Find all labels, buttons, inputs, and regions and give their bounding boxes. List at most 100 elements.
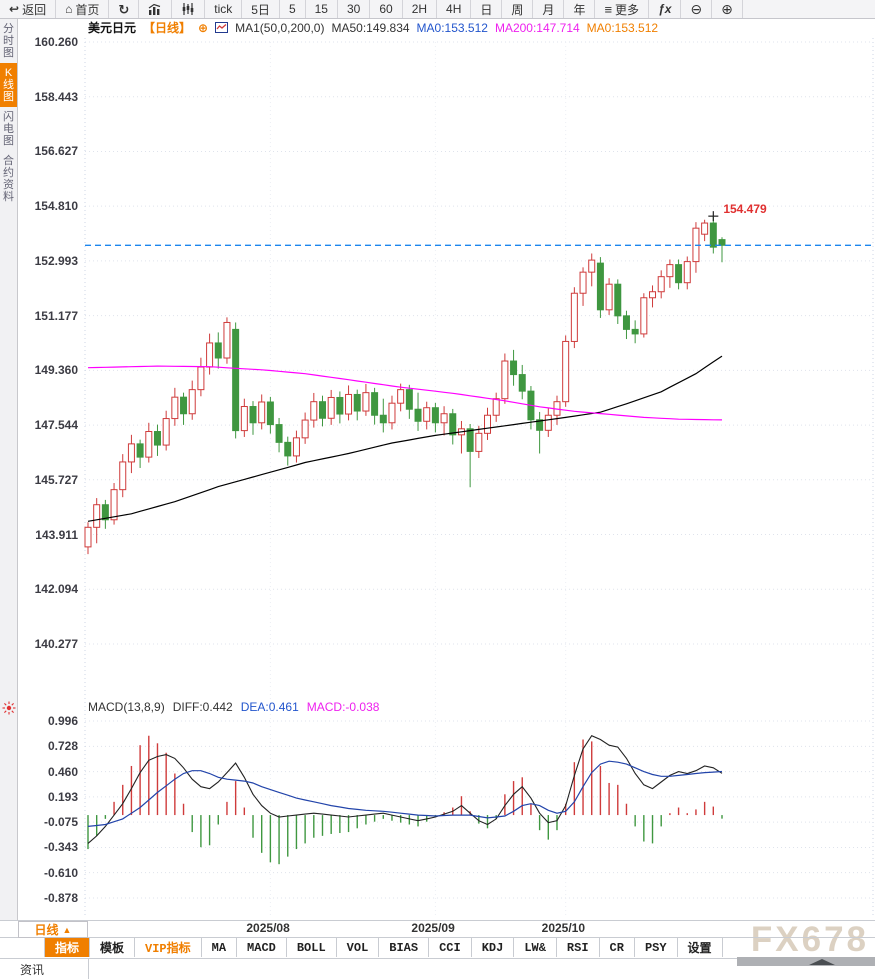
interval-year-button[interactable]: 年: [564, 0, 596, 18]
interval-5m-button[interactable]: 5: [280, 0, 306, 18]
divider-line: [0, 937, 875, 938]
home-button-label: 首页: [75, 2, 100, 17]
indicator-tab-指标[interactable]: 指标: [44, 938, 91, 957]
ma0-value-orange: MA0:153.512: [586, 20, 659, 35]
macd-axis-tick: -0.878: [43, 890, 78, 905]
interval-60m-button[interactable]: 60: [370, 0, 403, 18]
home-button[interactable]: ⌂ 首页: [56, 0, 110, 18]
indicator-tab-RSI[interactable]: RSI: [557, 938, 600, 957]
tab-news[interactable]: 资讯: [20, 963, 45, 977]
indicator-fx-button[interactable]: ƒx: [649, 0, 682, 18]
candle-body: [232, 328, 240, 432]
indicator-tab-KDJ[interactable]: KDJ: [472, 938, 515, 957]
candle-body: [631, 328, 639, 335]
interval-5m-button-label: 5: [288, 2, 296, 16]
price-axis-tick: 154.810: [34, 199, 78, 214]
candle-body: [379, 414, 387, 424]
chart-type-candles-button[interactable]: [172, 0, 206, 18]
sidebar-tab-0[interactable]: 分时图: [3, 23, 14, 59]
interval-5d-button[interactable]: 5日: [242, 0, 280, 18]
macd-axis-tick: -0.610: [43, 865, 78, 880]
candle-body: [188, 389, 196, 415]
candle-body: [318, 401, 326, 419]
indicator-tab-LW&[interactable]: LW&: [514, 938, 557, 957]
candle-body: [153, 431, 161, 446]
indicator-tab-BOLL[interactable]: BOLL: [287, 938, 337, 957]
macd-axis-tick: 0.996: [47, 714, 78, 728]
price-axis-tick: 160.260: [34, 35, 78, 49]
indicator-tab-PSY[interactable]: PSY: [635, 938, 678, 957]
indicator-tab-BIAS[interactable]: BIAS: [379, 938, 430, 957]
candle-body: [397, 389, 405, 404]
interval-day-button[interactable]: 日: [471, 0, 503, 18]
interval-tick-button[interactable]: tick: [205, 0, 243, 18]
candle-body: [353, 393, 361, 412]
candle-body: [701, 222, 709, 235]
macd-axis-tick: 0.460: [47, 764, 78, 779]
mini-chart-icon[interactable]: [215, 22, 229, 33]
candle-body: [431, 407, 439, 424]
macd-panel-header: MACD(13,8,9) DIFF:0.442 DEA:0.461 MACD:-…: [88, 699, 379, 714]
interval-month-button[interactable]: 月: [533, 0, 565, 18]
sidebar-tab-2[interactable]: 闪电图: [3, 111, 14, 147]
interval-15m-button[interactable]: 15: [306, 0, 338, 18]
candle-body: [240, 406, 248, 432]
indicator-tab-CCI[interactable]: CCI: [429, 938, 472, 957]
macd-axis-tick: 0.728: [47, 739, 78, 754]
candle-body: [127, 443, 135, 463]
zoom-in-button[interactable]: ⊕: [712, 0, 743, 18]
macd-diff-line: [87, 735, 723, 844]
indicator-tab-MA[interactable]: MA: [202, 938, 238, 957]
macd-title: MACD(13,8,9): [88, 699, 165, 714]
macd-axis-tick: 0.193: [47, 789, 78, 804]
interval-30m-button[interactable]: 30: [338, 0, 371, 18]
add-indicator-icon[interactable]: ⊕: [198, 20, 209, 35]
ma50-value: MA50:149.834: [331, 20, 410, 35]
candle-body: [110, 489, 118, 521]
expand-panel-triangle-icon[interactable]: [809, 959, 835, 965]
candle-body: [718, 239, 726, 246]
candle-body: [345, 393, 353, 415]
sidebar-tab-3[interactable]: 合约资料: [3, 155, 14, 203]
macd-value: MACD:-0.038: [306, 699, 380, 714]
ma0-value-blue: MA0:153.512: [416, 20, 488, 35]
more-button[interactable]: ≡ 更多: [595, 0, 650, 18]
period-dropdown[interactable]: 日线 ▲: [18, 921, 88, 938]
chart-type-bars-button[interactable]: [139, 0, 173, 18]
interval-4h-button[interactable]: 4H: [437, 0, 472, 18]
interval-2h-button[interactable]: 2H: [403, 0, 438, 18]
interval-30m-button-label: 30: [346, 2, 361, 16]
candle-body: [214, 342, 222, 359]
indicator-tab-CR[interactable]: CR: [600, 938, 635, 957]
indicator-tab-设置[interactable]: 设置: [678, 938, 723, 957]
candle-body: [388, 402, 396, 424]
indicator-settings-icon[interactable]: [2, 701, 16, 715]
session-high-label: 154.479: [723, 202, 767, 217]
macd-axis-tick: -0.075: [43, 815, 78, 830]
candle-body: [579, 271, 587, 294]
period-dropdown-label: 日线: [34, 923, 59, 937]
zoom-out-button[interactable]: ⊖: [681, 0, 713, 18]
macd-dea-line: [87, 760, 723, 827]
indicator-tab-VOL[interactable]: VOL: [337, 938, 380, 957]
candle-body: [266, 401, 274, 426]
candle-body: [145, 431, 153, 458]
candle-body: [570, 292, 578, 342]
bottom-scrollbar[interactable]: [737, 957, 875, 966]
indicator-tab-MACD[interactable]: MACD: [237, 938, 287, 957]
candle-body: [197, 366, 205, 391]
sidebar-tab-1[interactable]: K线图: [0, 63, 17, 107]
interval-2h-button-label: 2H: [411, 2, 428, 16]
back-button-label: 返回: [22, 2, 47, 17]
candle-body: [93, 504, 101, 528]
back-button[interactable]: ↩ 返回: [0, 0, 57, 18]
indicator-tab-VIP指标[interactable]: VIP指标: [135, 938, 202, 957]
candle-body: [136, 443, 144, 458]
interval-week-button[interactable]: 周: [502, 0, 534, 18]
refresh-button[interactable]: ↻: [109, 0, 140, 18]
top-toolbar: ↩ 返回 ⌂ 首页 ↻ tick 5日 5 15 30 60 2H 4H 日 周 月 年 ≡ 更多 ƒx ⊖ ⊕: [0, 0, 875, 19]
candle-body: [484, 414, 492, 434]
indicator-tab-模板[interactable]: 模板: [90, 938, 136, 957]
price-panel-header: 美元日元 【日线】 ⊕ MA1(50,0,200,0) MA50:149.834…: [88, 20, 659, 36]
